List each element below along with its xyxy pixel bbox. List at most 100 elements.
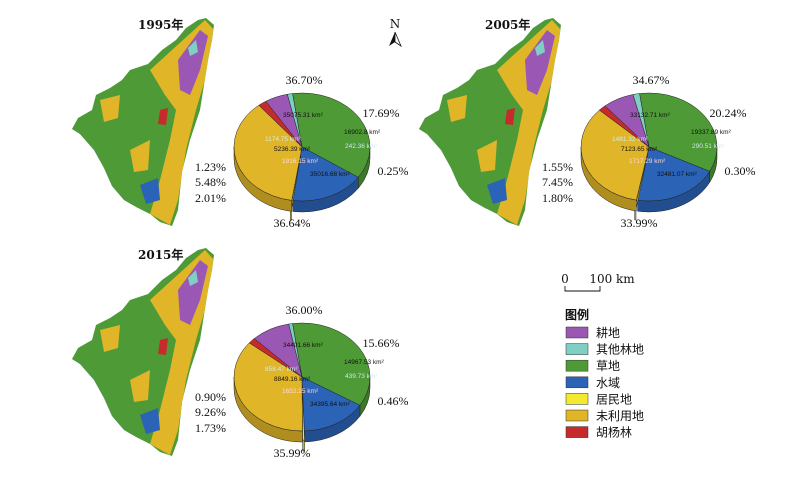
pie-pct-label-unused: 33.99% [621,216,658,230]
legend-swatch [565,326,589,339]
north-arrow-icon [389,32,395,46]
legend-item-unused: 未利用地 [565,409,644,423]
land-use-pie: 33132.71 km² 19337.89 km² 290.51 km² 32481.… [542,73,756,230]
land-use-pie: 34401.66 km² 14967.53 km² 439.73 km² 34395.… [195,303,409,460]
pie-pct-label-residential: 0.25% [378,164,409,178]
pie-pct-label-populus: 2.01% [195,191,226,205]
legend-item-residential: 居民地 [565,392,632,406]
pie-area-label-unused: 35016.68 km² [310,171,351,178]
pie-area-label-cropland: 5236.39 km² [274,146,311,153]
pie-area-label-grassland: 34401.66 km² [283,342,324,349]
pie-top-grassland [639,92,718,172]
panel-2015: 2015年 34401.66 km² 14967.53 km² 439.73 km²… [72,247,409,460]
legend-label: 居民地 [596,392,632,406]
pie-top-unused [580,109,650,201]
pie-top-water [301,376,361,432]
legend-swatch [565,393,589,405]
legend-swatch [565,343,589,355]
land-use-pie: 35075.31 km² 16902.8 km² 242.36 km² 35016.6… [195,73,409,230]
legend-label: 耕地 [596,325,620,340]
pie-pct-label-populus: 1.73% [195,421,226,435]
pie-area-label-water: 14967.53 km² [344,359,385,366]
pie-top-grassland [292,92,371,178]
legend-item-grassland: 草地 [565,359,620,373]
region-map [419,18,561,226]
legend-item-populus: 胡杨林 [565,425,632,440]
scale-end: 100 km [589,272,635,286]
legend-item-other_forest: 其他林地 [565,343,644,357]
pie-slice-other_forest [287,93,303,148]
legend-label: 未利用地 [596,409,644,423]
pie-pct-label-cropland: 7.45% [542,175,573,189]
pie-pct-label-residential: 0.30% [725,164,756,178]
pie-pct-label-water: 20.24% [710,106,747,120]
pie-area-label-grassland: 35075.31 km² [283,112,324,119]
pie-area-label-unused: 32481.07 km² [657,171,698,178]
pie-area-label-unused: 34395.64 km² [310,401,351,408]
pie-pct-label-unused: 36.64% [274,216,311,230]
region-map [72,248,214,456]
pie-top-water [637,146,711,202]
north-arrow: N [389,17,402,48]
pie-pct-label-other_forest: 0.90% [195,390,226,404]
north-arrow-outline-icon [394,31,402,48]
pie-top-unused [233,342,303,432]
pie-slice-unused [233,104,303,212]
pie-pct-label-other_forest: 1.55% [542,160,573,174]
legend-label: 水域 [596,376,620,390]
pie-area-label-grassland: 33132.71 km² [630,112,671,119]
pie-pct-label-populus: 1.80% [542,191,573,205]
pie-pct-label-other_forest: 1.23% [195,160,226,174]
pie-area-label-cropland: 8849.16 km² [274,376,311,383]
pie-slice-water [292,146,359,213]
pie-top-other_forest [288,323,303,378]
panel-year-title: 2005年 [485,17,530,32]
pie-slice-grassland [292,322,371,418]
pie-slice-grassland [292,92,371,189]
panel-2005: 2005年 33132.71 km² 19337.89 km² 290.51 km²… [419,17,756,230]
region-map [72,18,214,226]
pie-area-label-cropland: 7123.65 km² [621,146,658,153]
pie-pct-label-grassland: 36.70% [286,73,323,87]
panel-year-title: 2015年 [138,247,183,262]
scale-zero: 0 [561,272,569,286]
legend-label: 草地 [596,359,620,373]
pie-slice-other_forest [288,323,303,378]
scale-bar: 0 100 km [561,272,635,292]
legend-label: 胡杨林 [596,425,632,440]
pie-pct-label-unused: 35.99% [274,446,311,460]
pie-area-label-other_forest: 858.47 km² [265,366,298,373]
pie-pct-label-water: 17.69% [363,106,400,120]
legend-label: 其他林地 [596,343,644,357]
pie-area-label-other_forest: 1174.75 km² [265,136,301,143]
pie-slice-other_forest [632,93,650,148]
legend-swatch [565,376,589,389]
pie-area-label-water: 19337.89 km² [691,129,732,136]
legend-swatch [565,359,589,372]
north-label: N [390,17,401,31]
legend-item-cropland: 耕地 [565,325,620,340]
pie-slice-water [637,146,711,213]
pie-top-grassland [292,322,371,406]
pie-area-label-populus: 1916.15 km² [282,158,319,165]
pie-area-label-populus: 1652.25 km² [282,388,319,395]
pie-slice-unused [233,342,303,443]
pie-area-label-residential: 439.73 km² [345,373,378,380]
pie-pct-label-grassland: 34.67% [633,73,670,87]
pie-area-label-water: 16902.8 km² [344,129,381,136]
pie-pct-label-cropland: 9.26% [195,405,226,419]
legend-swatch [565,409,589,422]
pie-slice-unused [580,109,650,212]
pie-top-other_forest [287,93,303,148]
pie-pct-label-water: 15.66% [363,336,400,350]
pie-area-label-other_forest: 1481.32 km² [612,136,649,143]
pie-pct-label-cropland: 5.48% [195,175,226,189]
pie-top-other_forest [632,93,650,148]
legend-item-water: 水域 [565,376,620,390]
pie-slice-water [301,376,361,443]
pie-pct-label-grassland: 36.00% [286,303,323,317]
legend-swatch [565,426,589,438]
